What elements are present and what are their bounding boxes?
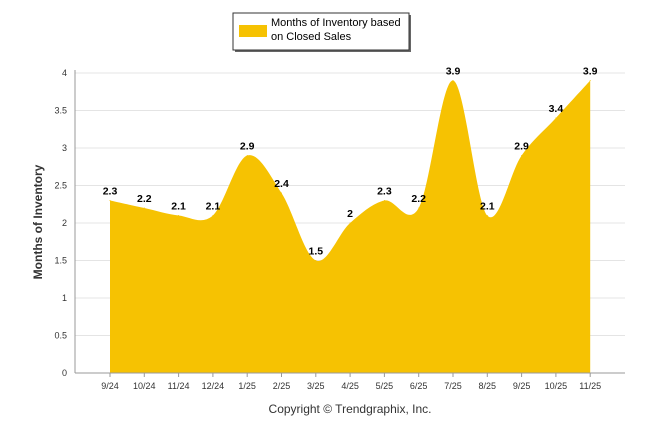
data-label: 3.9 [583,66,598,78]
data-point [521,155,523,156]
data-label: 2.1 [206,201,221,213]
data-label: 2.3 [377,186,392,198]
y-tick-label: 1.5 [54,256,67,266]
series-area-fill [110,80,591,374]
x-axis: 9/24 10/24 11/24 12/24 1/25 2/25 3/25 4/25 5/25 6… [75,372,625,391]
x-tick-label: 2/25 [273,381,291,391]
data-point [383,200,385,201]
x-tick-label: 6/25 [410,381,428,391]
x-tick-label: 9/24 [101,381,119,391]
data-point [246,155,248,156]
data-labels: 2.3 2.2 2.1 2.1 2.9 2.4 1.5 2 2.3 2.2 3.9 2.1 2.9 3.4… [103,66,598,258]
y-axis-label: Months of Inventory [31,164,45,279]
data-label: 3.9 [446,66,461,78]
x-tick-label: 11/25 [579,381,601,391]
data-label: 2.9 [240,141,255,153]
data-point [486,215,488,216]
data-label: 2.1 [480,201,495,213]
legend-label-line-2: on Closed Sales [271,31,352,43]
data-label: 2.3 [103,186,118,198]
data-label: 2.9 [514,141,529,153]
y-axis: 0 0.5 1 1.5 2 2.5 3 3.5 4 [54,68,76,378]
data-point [178,215,180,216]
x-tick-label: 8/25 [479,381,497,391]
data-point [315,260,317,261]
series-area [109,80,591,374]
data-label: 2 [347,208,353,220]
x-tick-label: 11/24 [168,381,190,391]
x-tick-label: 4/25 [341,381,359,391]
y-tick-label: 0 [62,368,67,378]
y-tick-label: 3 [62,143,67,153]
x-tick-label: 1/25 [238,381,256,391]
legend-swatch [239,25,267,37]
data-point [109,200,111,201]
y-tick-label: 4 [62,68,67,78]
data-point [143,207,145,209]
x-tick-label: 10/25 [545,381,568,391]
y-tick-label: 2 [62,218,67,228]
y-tick-label: 2.5 [54,181,67,191]
y-tick-label: 1 [62,293,67,303]
x-tick-label: 10/24 [133,381,156,391]
data-label: 3.4 [549,103,564,115]
data-point [281,192,282,194]
data-point [418,207,420,209]
x-tick-label: 9/25 [513,381,531,391]
data-label: 1.5 [308,246,323,258]
data-label: 2.2 [411,193,426,205]
data-point [589,80,591,81]
data-label: 2.4 [274,178,289,190]
x-tick-label: 3/25 [307,381,325,391]
y-tick-label: 3.5 [54,106,67,116]
data-label: 2.1 [171,201,186,213]
legend-label-line-1: Months of Inventory based [271,17,401,29]
legend: Months of Inventory based on Closed Sale… [232,12,411,52]
x-tick-label: 12/24 [202,381,225,391]
data-point [452,80,454,81]
x-tick-label: 7/25 [444,381,462,391]
y-tick-label: 0.5 [54,331,67,341]
data-point [349,222,351,224]
data-point [555,117,557,119]
data-point [212,215,214,216]
copyright-text: Copyright © Trendgraphix, Inc. [269,402,432,416]
x-tick-label: 5/25 [376,381,394,391]
data-label: 2.2 [137,193,152,205]
